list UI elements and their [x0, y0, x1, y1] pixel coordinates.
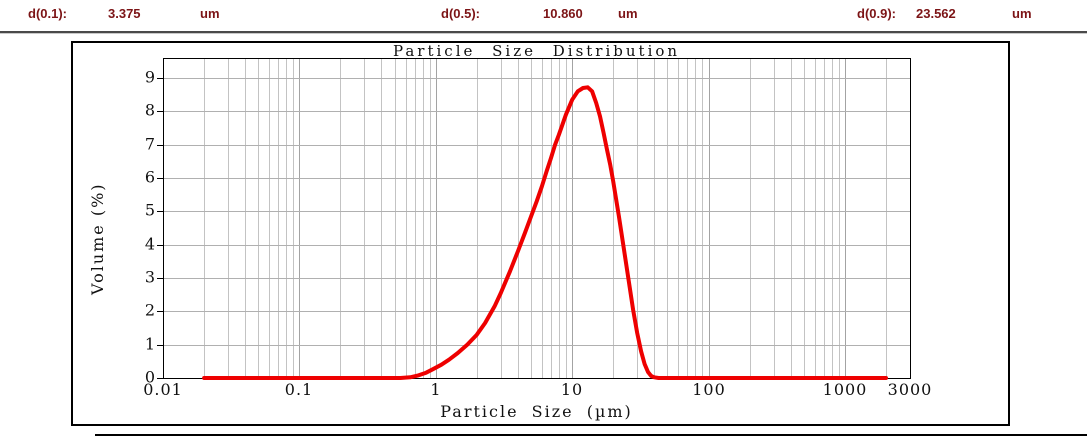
y-tick-label: 1	[144, 334, 156, 354]
d50-label: d(0.5):	[441, 6, 480, 21]
x-tick-label: 0.01	[143, 380, 183, 399]
y-tick-label: 9	[144, 67, 156, 87]
next-section-top-line	[95, 434, 1087, 436]
y-tick-label: 5	[144, 200, 156, 220]
d10-unit: um	[200, 6, 220, 21]
x-tick-label: 100	[692, 380, 726, 399]
x-tick-label: 3000	[887, 380, 933, 399]
x-tick-label: 1000	[822, 380, 868, 399]
d90-label: d(0.9):	[857, 6, 896, 21]
y-tick-label: 2	[144, 300, 156, 320]
y-tick-label: 0	[144, 367, 156, 387]
x-tick-label: 10	[560, 380, 584, 399]
chart-outer-box	[71, 41, 1010, 426]
y-tick-label: 8	[144, 100, 156, 120]
y-tick-label: 3	[144, 267, 156, 287]
d50-unit: um	[618, 6, 638, 21]
chart-title: Particle Size Distribution	[392, 42, 681, 60]
d50-value: 10.860	[543, 6, 583, 21]
d10-label: d(0.1):	[28, 6, 67, 21]
header-separator-line	[0, 31, 1087, 34]
y-tick-label: 7	[144, 134, 156, 154]
x-axis-title: Particle Size (µm)	[440, 402, 633, 421]
x-tick-label: 1	[430, 380, 442, 399]
x-tick-label: 0.1	[284, 380, 314, 399]
d90-unit: um	[1012, 6, 1032, 21]
y-tick-label: 4	[144, 234, 156, 254]
y-tick-label: 6	[144, 167, 156, 187]
d10-value: 3.375	[108, 6, 141, 21]
d90-value: 23.562	[916, 6, 956, 21]
